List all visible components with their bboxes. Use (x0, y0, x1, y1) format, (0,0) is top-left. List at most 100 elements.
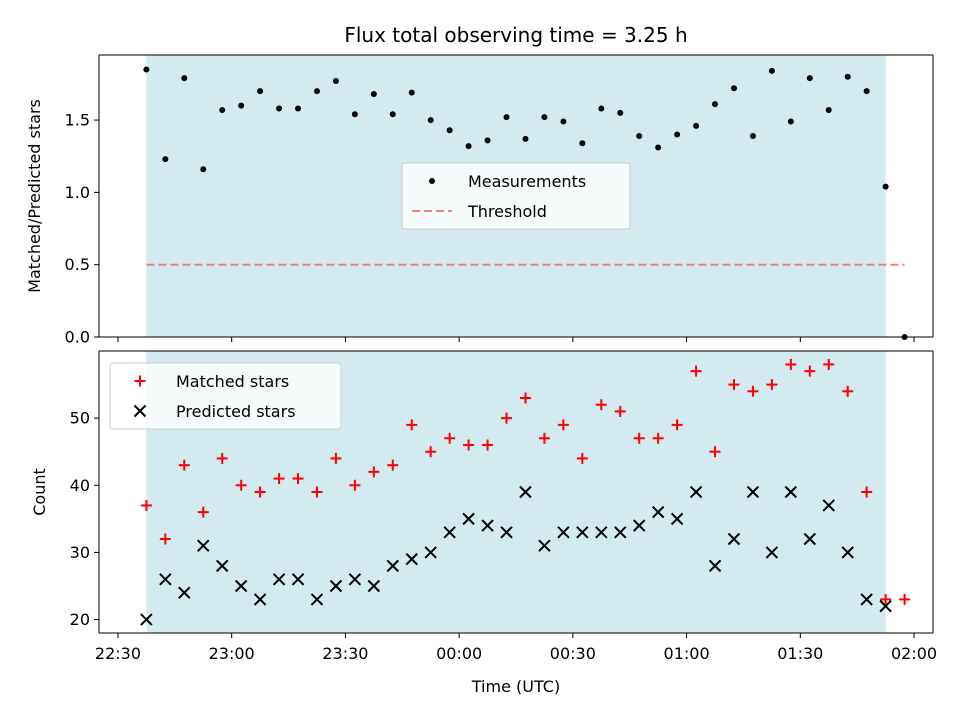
bot-predicted-stars-point (879, 599, 892, 613)
top-measurements-point (655, 144, 662, 151)
bot-predicted-stars-point (215, 559, 229, 573)
bot-matched-stars-point (197, 506, 209, 518)
bot-predicted-stars-point (481, 519, 494, 532)
bot-legend-predicted-stars-swatch (133, 404, 147, 418)
x-tick-label: 01:30 (777, 644, 823, 663)
count-panel: 20 30 40 50 22:30 23:00 23:30 00:00 00:30 01:00 0… (30, 350, 937, 663)
bot-matched-stars-point (557, 419, 569, 431)
top-measurements-point (863, 88, 870, 95)
top-legend-threshold-label: Threshold (467, 202, 547, 221)
bot-matched-stars-point (538, 432, 550, 444)
bot-matched-stars-point (576, 452, 588, 464)
bot-matched-stars-point (216, 452, 228, 464)
top-legend-measurements-label: Measurements (468, 172, 586, 191)
top-measurements-point (503, 114, 510, 121)
bot-matched-stars-point (349, 479, 361, 491)
top-measurements-point (484, 137, 491, 144)
bot-predicted-stars-point (348, 573, 362, 586)
top-measurements-point (257, 88, 264, 95)
top-measurements-point (617, 109, 624, 116)
bot-predicted-stars-point (689, 485, 703, 499)
x-tick-label: 02:00 (891, 644, 937, 663)
bot-predicted-stars-point (803, 532, 817, 546)
bot-matched-stars-point (387, 459, 399, 471)
bot-matched-stars-point (425, 446, 437, 458)
top-measurements-point (389, 111, 396, 118)
top-measurements-point (806, 75, 813, 82)
bot-predicted-stars-point (367, 579, 381, 593)
top-measurements-point (712, 101, 719, 108)
bot-predicted-stars-point (614, 526, 627, 539)
bot-predicted-stars-point (538, 539, 551, 552)
bot-matched-stars-point (747, 385, 759, 397)
ratio-panel: 0.0 0.5 1.0 1.5 Matched/Predicted stars Mea… (25, 54, 934, 347)
top-measurements-point (143, 66, 150, 73)
top-measurements-point (598, 105, 605, 112)
bot-predicted-stars-point (140, 613, 153, 626)
top-measurements-point (332, 78, 339, 85)
top-measurements-point (522, 135, 529, 142)
top-measurements-point (693, 122, 700, 129)
bot-matched-stars-point (766, 379, 778, 391)
bot-matched-stars-point (519, 392, 531, 404)
top-y-tick-label: 0.5 (65, 255, 90, 274)
bot-predicted-stars-point (822, 499, 835, 512)
bot-matched-stars-point (254, 486, 266, 498)
bot-matched-stars-point (728, 379, 740, 391)
top-measurements-point (636, 132, 643, 139)
bot-matched-stars-point (368, 466, 380, 478)
top-measurements-point (882, 183, 889, 190)
top-measurements-point (200, 166, 207, 173)
bot-legend-predicted-stars-label: Predicted stars (176, 402, 296, 421)
x-tick-label: 00:30 (550, 644, 596, 663)
bot-predicted-stars-point (197, 539, 210, 552)
bot-matched-stars-point (899, 593, 911, 605)
bot-predicted-stars-point (784, 485, 798, 499)
top-measurements-point (560, 118, 567, 125)
bot-predicted-stars-point (405, 552, 418, 566)
bot-matched-stars-point (273, 473, 285, 485)
bot-matched-stars-point (880, 593, 892, 605)
top-y-tick-label: 1.5 (65, 111, 90, 130)
top-measurements-point (351, 111, 358, 118)
bot-matched-stars-point (842, 385, 854, 397)
x-tick-label: 23:00 (209, 644, 255, 663)
ratio-panel-legend: Measurements Threshold (401, 162, 631, 230)
bot-predicted-stars-point (310, 593, 324, 606)
bot-predicted-stars-point (424, 546, 437, 559)
top-legend-box (401, 162, 631, 230)
bot-y-tick-label: 40 (70, 476, 90, 495)
bot-predicted-stars-point (519, 485, 532, 499)
count-panel-legend: Matched stars Predicted stars (109, 362, 342, 430)
top-measurements-point (313, 88, 320, 95)
bot-predicted-stars-point (291, 573, 305, 586)
bot-matched-stars-point (235, 479, 247, 491)
bot-legend-matched-stars-label: Matched stars (176, 372, 289, 391)
bot-predicted-stars-point (386, 559, 400, 573)
bot-predicted-stars-point (670, 512, 684, 526)
bot-y-tick-label: 30 (70, 543, 90, 562)
bot-matched-stars-point (159, 533, 171, 545)
bot-predicted-stars-point (632, 519, 646, 532)
top-measurements-point (162, 156, 169, 163)
bot-matched-stars-point (311, 486, 323, 498)
bot-predicted-stars-point (462, 512, 475, 526)
top-measurements-point (465, 143, 472, 150)
bot-predicted-stars-point (595, 526, 608, 539)
ratio-panel-y-label: Matched/Predicted stars (25, 99, 44, 293)
bot-predicted-stars-point (234, 579, 248, 593)
bot-matched-stars-point (178, 459, 190, 471)
bot-legend-matched-stars-swatch (134, 375, 146, 387)
bot-predicted-stars-point (765, 546, 779, 559)
top-legend-measurements-swatch (429, 178, 435, 184)
bot-predicted-stars-point (500, 526, 513, 539)
bot-predicted-stars-point (329, 579, 343, 593)
bot-matched-stars-point (671, 419, 683, 431)
ratio-panel-frame (98, 54, 934, 338)
top-measurements-point (370, 91, 377, 98)
bot-predicted-stars-point (253, 593, 267, 606)
top-measurements-point (844, 73, 851, 80)
count-panel-frame (98, 350, 934, 634)
top-measurements-point (276, 105, 283, 112)
